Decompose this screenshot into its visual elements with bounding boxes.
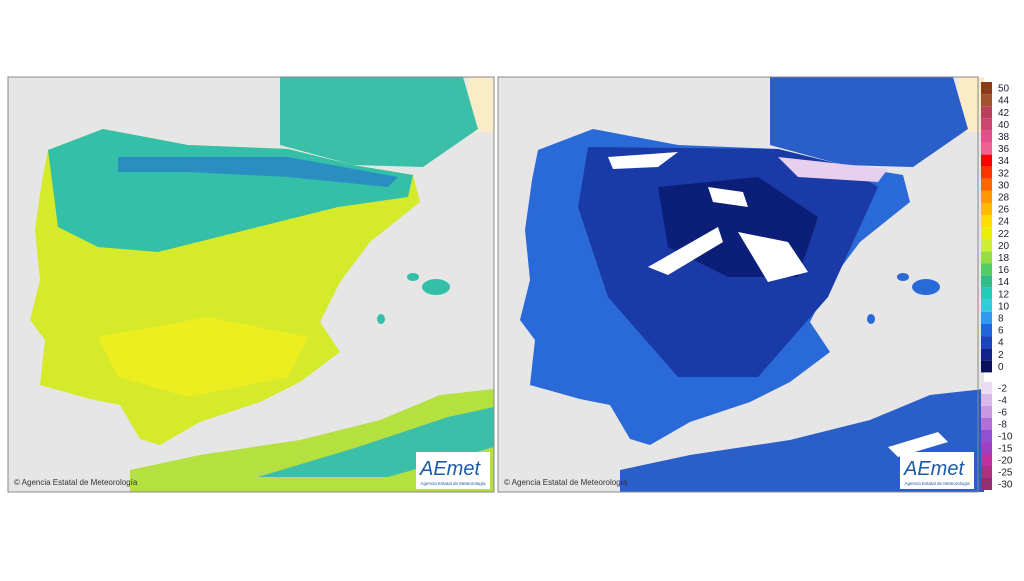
legend-label: -6 — [998, 408, 1007, 419]
legend-swatch — [981, 336, 992, 349]
legend-label: 42 — [998, 108, 1010, 119]
legend-swatch — [981, 154, 992, 167]
legend-swatch — [981, 130, 992, 143]
temperature-map: © Agencia Estatal de Meteorología AEmet … — [497, 76, 984, 493]
copyright: © Agencia Estatal de Meteorología — [14, 478, 138, 487]
legend-label: 6 — [998, 326, 1004, 337]
legend-swatch — [981, 94, 992, 107]
copyright: © Agencia Estatal de Meteorología — [504, 478, 628, 487]
legend-swatch — [981, 239, 992, 252]
legend-swatch — [981, 166, 992, 179]
legend-label: -10 — [998, 432, 1013, 443]
legend-swatch — [981, 251, 992, 264]
legend-swatch — [981, 106, 992, 119]
legend-swatch — [981, 190, 992, 203]
legend-label: -30 — [998, 480, 1013, 491]
legend-label: 50 — [998, 84, 1010, 95]
legend-label: 4 — [998, 338, 1004, 349]
legend-label: 24 — [998, 217, 1010, 228]
legend-label: -4 — [998, 396, 1007, 407]
legend-swatch — [981, 360, 992, 373]
legend-label: -20 — [998, 456, 1013, 467]
legend-label: 16 — [998, 265, 1010, 276]
legend-swatch — [981, 82, 992, 95]
temperature-map: © Agencia Estatal de Meteorología AEmet … — [7, 76, 495, 493]
legend-label: 8 — [998, 313, 1004, 324]
legend: 5044424038363432302826242220181614121086… — [981, 82, 1013, 491]
logo: AEmet — [903, 458, 965, 480]
legend-swatch — [981, 311, 992, 324]
legend-swatch — [981, 382, 992, 394]
legend-label: 26 — [998, 205, 1010, 216]
legend-label: -2 — [998, 384, 1007, 395]
legend-label: 40 — [998, 120, 1010, 131]
legend-swatch — [981, 299, 992, 312]
legend-swatch — [981, 394, 992, 406]
legend-label: 2 — [998, 350, 1004, 361]
legend-swatch — [981, 263, 992, 276]
legend-swatch — [981, 348, 992, 361]
legend-label: 38 — [998, 132, 1010, 143]
legend-swatch — [981, 430, 992, 442]
legend-swatch — [981, 478, 992, 490]
legend-label: 44 — [998, 96, 1010, 107]
legend-label: 36 — [998, 144, 1010, 155]
legend-swatch — [981, 466, 992, 478]
legend-label: -15 — [998, 444, 1013, 455]
legend-swatch — [981, 418, 992, 430]
legend-label: 22 — [998, 229, 1010, 240]
legend-swatch — [981, 324, 992, 337]
legend-label: 32 — [998, 168, 1010, 179]
legend-swatch — [981, 275, 992, 288]
legend-label: 0 — [998, 362, 1004, 373]
logo-subtitle: Agencia Estatal de Meteorología — [420, 481, 486, 486]
legend-label: 28 — [998, 192, 1010, 203]
legend-swatch — [981, 406, 992, 418]
logo-subtitle: Agencia Estatal de Meteorología — [904, 481, 970, 486]
legend-label: -8 — [998, 420, 1007, 431]
legend-swatch — [981, 454, 992, 466]
legend-label: 12 — [998, 289, 1010, 300]
legend-label: 18 — [998, 253, 1010, 264]
legend-label: 20 — [998, 241, 1010, 252]
legend-swatch — [981, 142, 992, 155]
legend-label: 34 — [998, 156, 1010, 167]
legend-swatch — [981, 203, 992, 216]
legend-swatch — [981, 227, 992, 240]
legend-swatch — [981, 287, 992, 300]
logo: AEmet — [419, 458, 481, 480]
legend-swatch — [981, 178, 992, 191]
legend-label: -25 — [998, 468, 1013, 479]
legend-swatch — [981, 118, 992, 131]
legend-label: 30 — [998, 180, 1010, 191]
legend-label: 10 — [998, 301, 1010, 312]
legend-swatch — [981, 442, 992, 454]
legend-label: 14 — [998, 277, 1010, 288]
legend-swatch — [981, 215, 992, 228]
